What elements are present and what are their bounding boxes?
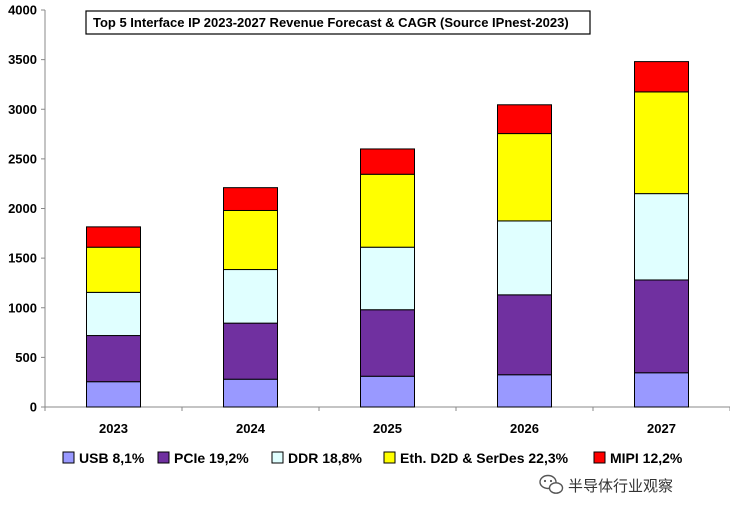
legend-swatch [271, 451, 284, 464]
bar-segment [360, 375, 415, 408]
bar-segment [360, 309, 415, 377]
bar-stack-2027 [634, 61, 689, 408]
bar-segment [634, 372, 689, 408]
bar-segment [634, 279, 689, 374]
y-tick-label: 500 [15, 350, 37, 365]
bar-segment [360, 148, 415, 175]
legend-label: MIPI 12,2% [610, 450, 683, 466]
x-tick-label: 2027 [647, 421, 676, 436]
legend-item: Eth. D2D & SerDes 22,3% [383, 450, 569, 466]
x-axis-ticks: 2023 2024 2025 2026 2027 [44, 407, 730, 436]
legend: USB 8,1% PCIe 19,2% DDR 18,8% Eth. D2D & Se… [62, 450, 683, 466]
chart-title: Top 5 Interface IP 2023-2027 Revenue For… [85, 10, 591, 35]
bar-segment [223, 187, 278, 211]
legend-swatch [157, 451, 170, 464]
bar-segment [86, 381, 141, 408]
title-text: Top 5 Interface IP 2023-2027 Revenue For… [93, 15, 569, 30]
bar-segment [86, 226, 141, 248]
bar-segment [634, 193, 689, 281]
y-tick-label: 3500 [8, 52, 37, 67]
legend-item: DDR 18,8% [271, 450, 362, 466]
bar-stack-2025 [360, 148, 415, 408]
title-box [85, 10, 591, 35]
bar-segment [497, 294, 552, 376]
y-tick-label: 0 [30, 400, 37, 415]
bar-segment [223, 269, 278, 324]
x-tick-label: 2025 [373, 421, 402, 436]
legend-swatch [62, 451, 75, 464]
bar-segment [86, 291, 141, 337]
bar-segment [497, 104, 552, 135]
bar-segment [634, 61, 689, 93]
y-tick-label: 1500 [8, 251, 37, 266]
y-tick-label: 3000 [8, 102, 37, 117]
legend-item: PCIe 19,2% [157, 450, 249, 466]
bar-segment [634, 91, 689, 195]
legend-item: USB 8,1% [62, 450, 145, 466]
legend-label: USB 8,1% [79, 450, 145, 466]
bar-segment [223, 378, 278, 408]
y-tick-label: 2500 [8, 151, 37, 166]
watermark-text: 半导体行业观察 [568, 477, 673, 495]
legend-swatch [383, 451, 396, 464]
x-tick-label: 2023 [99, 421, 128, 436]
bar-segment [86, 246, 141, 293]
legend-label: DDR 18,8% [288, 450, 362, 466]
x-tick-label: 2026 [510, 421, 539, 436]
x-tick-label: 2024 [236, 421, 266, 436]
legend-label: PCIe 19,2% [174, 450, 249, 466]
bar-stack-2026 [497, 104, 552, 408]
y-axis-ticks: 0 500 1000 1500 2000 2500 3000 3500 4000 [8, 3, 45, 415]
bar-stack-2024 [223, 187, 278, 408]
bar-segment [223, 322, 278, 380]
bar-segment [360, 246, 415, 311]
bar-segment [497, 220, 552, 296]
bar-segment [360, 173, 415, 248]
bar-stack-2023 [86, 226, 141, 408]
y-tick-label: 2000 [8, 201, 37, 216]
watermark: 半导体行业观察 [539, 474, 673, 495]
y-tick-label: 4000 [8, 3, 37, 18]
bar-stacks [86, 61, 689, 408]
legend-swatch [593, 451, 606, 464]
bar-segment [223, 209, 278, 271]
wechat-icon [539, 474, 564, 494]
legend-item: MIPI 12,2% [593, 450, 683, 466]
bar-segment [86, 335, 141, 383]
y-tick-label: 1000 [8, 300, 37, 315]
legend-label: Eth. D2D & SerDes 22,3% [400, 450, 569, 466]
bar-segment [497, 133, 552, 222]
bar-segment [497, 374, 552, 408]
